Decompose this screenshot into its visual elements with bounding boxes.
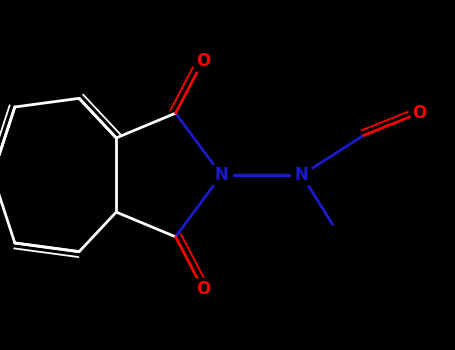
Text: O: O	[196, 52, 210, 70]
Text: O: O	[412, 104, 426, 122]
Text: N: N	[214, 166, 228, 184]
Text: O: O	[196, 280, 210, 298]
Text: N: N	[295, 166, 308, 184]
